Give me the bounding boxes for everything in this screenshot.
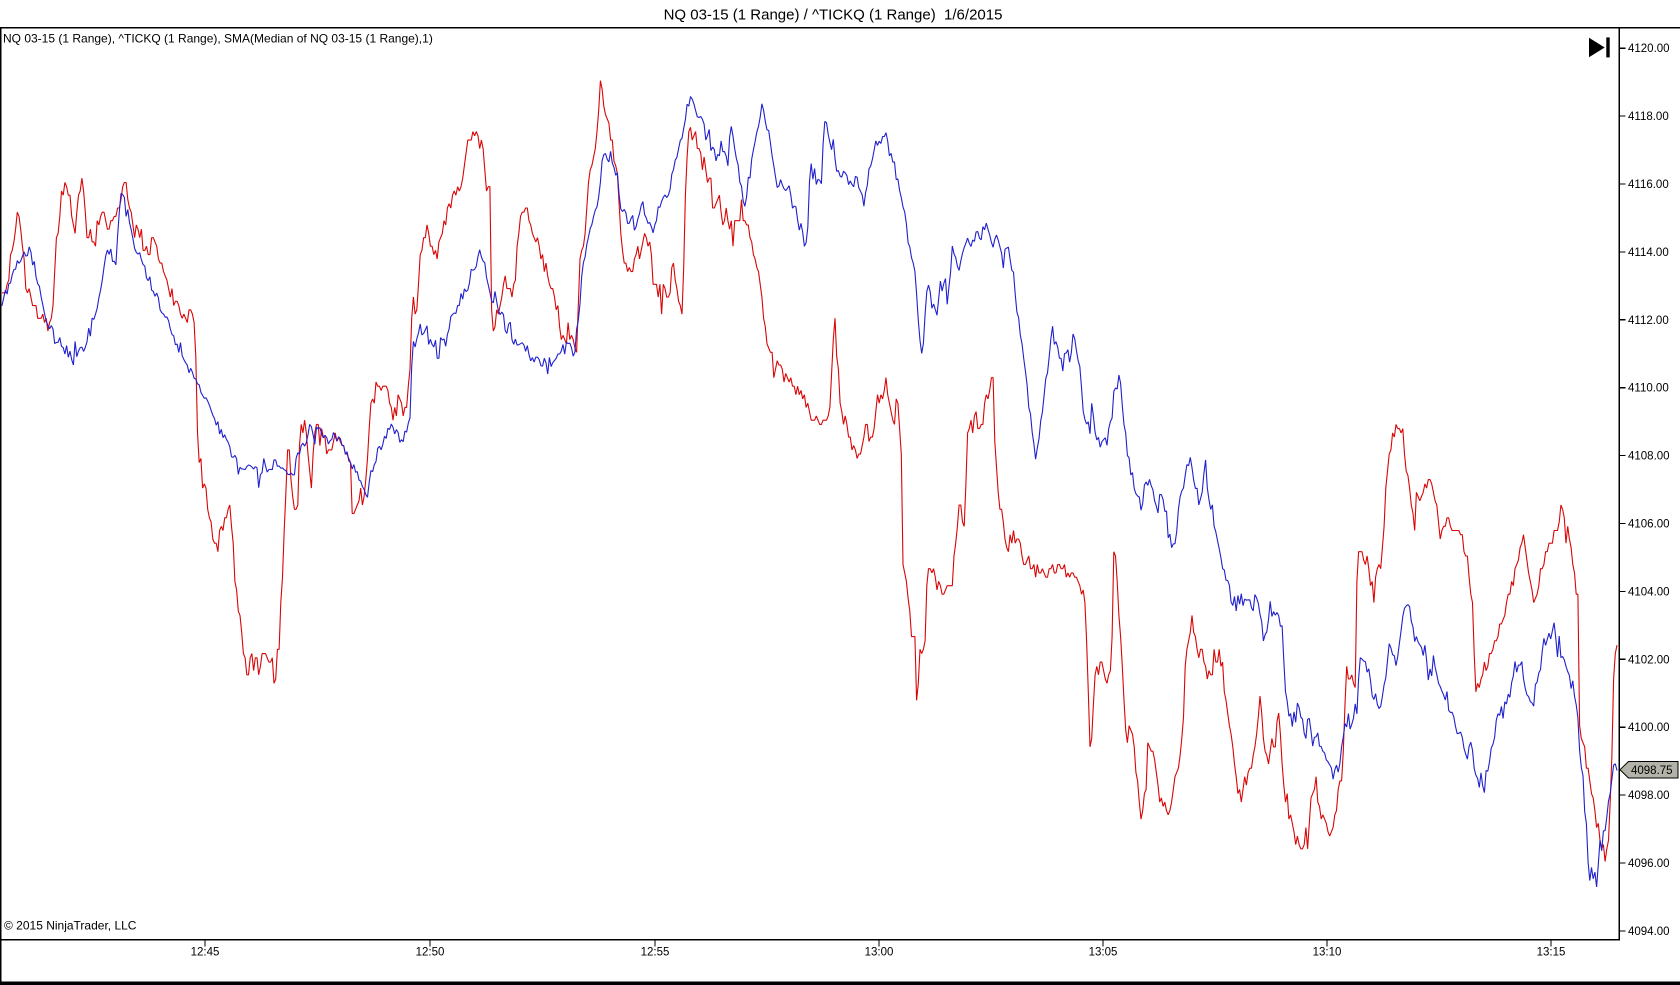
- svg-text:4116.00: 4116.00: [1628, 179, 1669, 191]
- svg-text:12:50: 12:50: [416, 947, 445, 959]
- svg-text:13:10: 13:10: [1313, 947, 1342, 959]
- svg-text:4114.00: 4114.00: [1628, 247, 1669, 259]
- svg-text:4104.00: 4104.00: [1628, 586, 1670, 598]
- svg-text:12:45: 12:45: [191, 947, 220, 959]
- svg-text:4098.75: 4098.75: [1631, 765, 1673, 777]
- svg-text:4106.00: 4106.00: [1628, 519, 1670, 531]
- svg-text:4118.00: 4118.00: [1628, 111, 1669, 123]
- svg-text:13:15: 13:15: [1537, 947, 1566, 959]
- svg-text:13:00: 13:00: [865, 947, 894, 959]
- svg-text:4112.00: 4112.00: [1628, 315, 1669, 327]
- svg-text:4098.00: 4098.00: [1628, 790, 1670, 802]
- svg-text:NQ 03-15 (1 Range), ^TICKQ (1: NQ 03-15 (1 Range), ^TICKQ (1 Range), SM…: [3, 32, 433, 46]
- svg-text:© 2015 NinjaTrader, LLC: © 2015 NinjaTrader, LLC: [4, 919, 137, 933]
- svg-text:13:05: 13:05: [1089, 947, 1118, 959]
- svg-text:4094.00: 4094.00: [1628, 926, 1670, 938]
- svg-text:4102.00: 4102.00: [1628, 654, 1670, 666]
- svg-text:NQ 03-15 (1 Range) / ^TICKQ (1: NQ 03-15 (1 Range) / ^TICKQ (1 Range) 1/…: [664, 7, 1003, 24]
- svg-text:4110.00: 4110.00: [1628, 383, 1669, 395]
- svg-text:4096.00: 4096.00: [1628, 858, 1670, 870]
- svg-text:4120.00: 4120.00: [1628, 43, 1670, 55]
- svg-text:4108.00: 4108.00: [1628, 451, 1670, 463]
- svg-text:4100.00: 4100.00: [1628, 722, 1670, 734]
- svg-text:12:55: 12:55: [641, 947, 670, 959]
